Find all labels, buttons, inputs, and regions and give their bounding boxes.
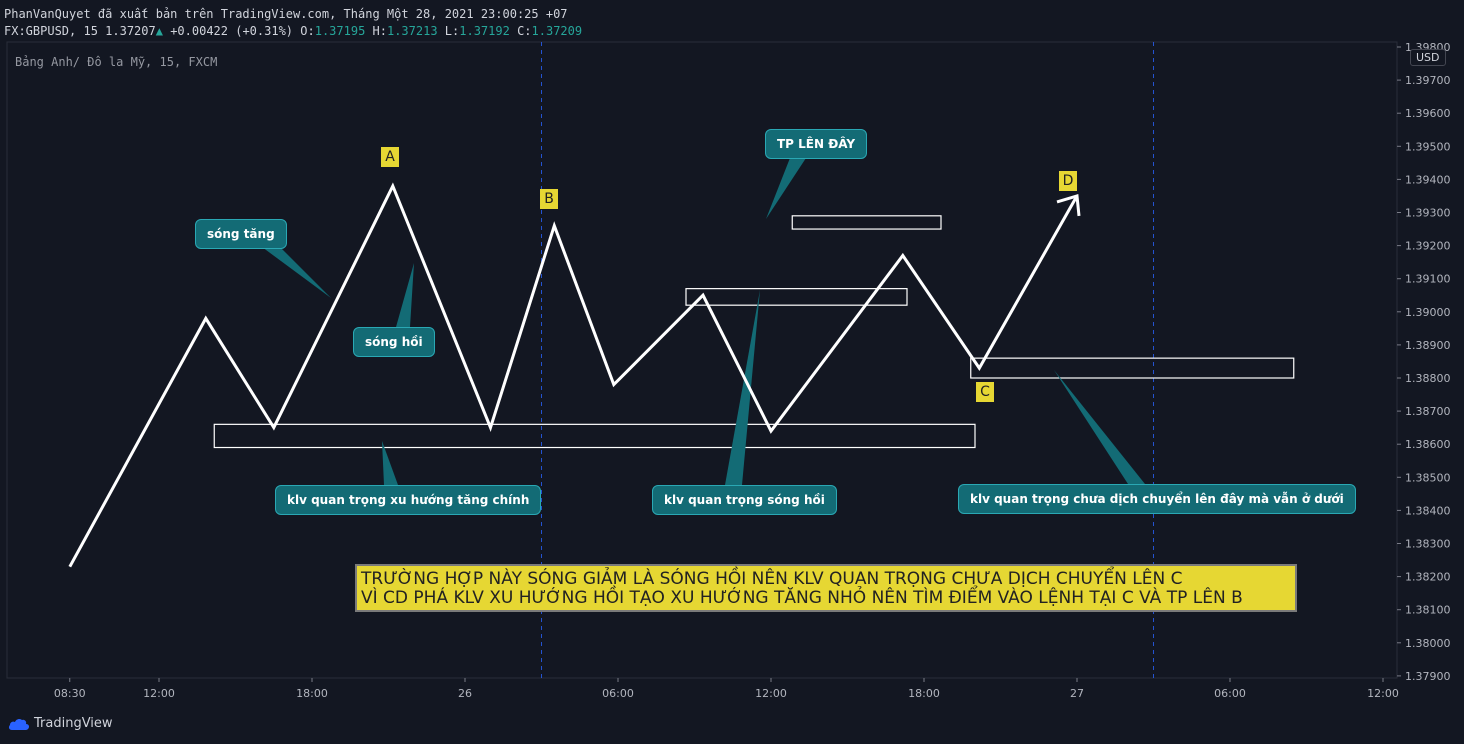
callout-tail [382, 441, 398, 485]
x-tick-label: 12:00 [1367, 687, 1399, 700]
x-tick-label: 08:30 [54, 687, 86, 700]
callout-song-tang: sóng tăng [195, 219, 287, 249]
currency-badge[interactable]: USD [1410, 49, 1446, 66]
x-tick-label: 06:00 [602, 687, 634, 700]
x-tick-label: 18:00 [296, 687, 328, 700]
y-tick-label: 1.39100 [1405, 273, 1451, 286]
callout-tail [725, 290, 760, 485]
callout-klv-hoi: klv quan trọng sóng hồi [652, 485, 837, 515]
callout-klv-below: klv quan trọng chưa dịch chuyển lên đây … [958, 484, 1356, 514]
callout-tail [1054, 370, 1145, 484]
x-tick-label: 27 [1070, 687, 1084, 700]
wave-label-a: A [381, 147, 399, 167]
close-label: C: [517, 24, 532, 38]
note-line-1: TRƯỜNG HỢP NÀY SÓNG GIẢM LÀ SÓNG HỒI NÊN… [361, 569, 1183, 589]
y-tick-label: 1.38900 [1405, 339, 1451, 352]
y-tick-label: 1.38200 [1405, 571, 1451, 584]
publish-line: PhanVanQuyet đã xuất bản trên TradingVie… [4, 7, 568, 21]
low-value: 1.37192 [459, 24, 510, 38]
y-tick-label: 1.38100 [1405, 604, 1451, 617]
open-label: O: [300, 24, 315, 38]
y-tick-label: 1.38500 [1405, 471, 1451, 484]
x-tick-label: 18:00 [908, 687, 940, 700]
x-tick-label: 26 [458, 687, 472, 700]
time-axis: 08:30 12:00 18:00 26 06:00 12:00 18:00 27 06:00 1… [54, 678, 1399, 700]
y-tick-label: 1.38700 [1405, 405, 1451, 418]
up-triangle-icon: ▲ [155, 24, 163, 38]
y-tick-label: 1.38000 [1405, 637, 1451, 650]
tradingview-logo[interactable]: TradingView [8, 716, 113, 731]
wave-label-c: C [976, 382, 994, 402]
y-tick-label: 1.39500 [1405, 140, 1451, 153]
y-tick-label: 1.39600 [1405, 107, 1451, 120]
klv-zone [791, 215, 942, 230]
change: +0.00422 (+0.31%) [170, 24, 294, 38]
high-label: H: [372, 24, 387, 38]
y-tick-label: 1.39300 [1405, 207, 1451, 220]
x-tick-label: 12:00 [755, 687, 787, 700]
klv-zones [213, 215, 1295, 449]
wave-label-b: B [540, 189, 558, 209]
low-label: L: [444, 24, 460, 38]
y-tick-label: 1.38300 [1405, 538, 1451, 551]
symbol: FX:GBPUSD, 15 [4, 24, 98, 38]
callout-klv-main: klv quan trọng xu hướng tăng chính [275, 485, 542, 515]
klv-zone [213, 423, 976, 449]
ohlc-line: FX:GBPUSD, 15 1.37207▲ +0.00422 (+0.31%)… [4, 23, 582, 40]
y-tick-label: 1.39700 [1405, 74, 1451, 87]
tradingview-cloud-icon [8, 718, 30, 730]
callout-song-hoi: sóng hồi [353, 327, 435, 357]
y-tick-label: 1.38400 [1405, 504, 1451, 517]
callout-tail [766, 158, 806, 219]
close-value: 1.37209 [531, 24, 583, 38]
x-tick-label: 06:00 [1214, 687, 1246, 700]
symbol-description: Bảng Anh/ Đô la Mỹ, 15, FXCM [15, 55, 218, 69]
price-axis: 1.398001.397001.396001.395001.394001.393… [1397, 41, 1451, 683]
note-line-2: VÌ CD PHÁ KLV XU HƯỚNG HỒI TẠO XU HƯỚNG … [361, 588, 1243, 608]
y-tick-label: 1.39200 [1405, 240, 1451, 253]
brand-label: TradingView [34, 716, 113, 731]
y-tick-label: 1.38600 [1405, 438, 1451, 451]
wave-label-d: D [1059, 171, 1077, 191]
callout-tp: TP LÊN ĐÂY [765, 129, 868, 159]
y-tick-label: 1.37900 [1405, 670, 1451, 683]
y-tick-label: 1.38800 [1405, 372, 1451, 385]
y-tick-label: 1.39000 [1405, 306, 1451, 319]
x-tick-label: 12:00 [143, 687, 175, 700]
note-box: TRƯỜNG HỢP NÀY SÓNG GIẢM LÀ SÓNG HỒI NÊN… [355, 564, 1297, 612]
high-value: 1.37213 [386, 24, 438, 38]
klv-zone [970, 357, 1295, 379]
wave-path [68, 182, 1079, 568]
wave-arrowhead [1056, 193, 1081, 217]
last-price: 1.37207 [105, 24, 156, 38]
callout-pointers [262, 158, 1145, 485]
chart-header: PhanVanQuyet đã xuất bản trên TradingVie… [4, 6, 582, 40]
callout-tail [396, 263, 414, 327]
y-tick-label: 1.39400 [1405, 173, 1451, 186]
klv-zone [685, 288, 908, 306]
callout-tail [262, 247, 331, 298]
open-value: 1.37195 [314, 24, 366, 38]
